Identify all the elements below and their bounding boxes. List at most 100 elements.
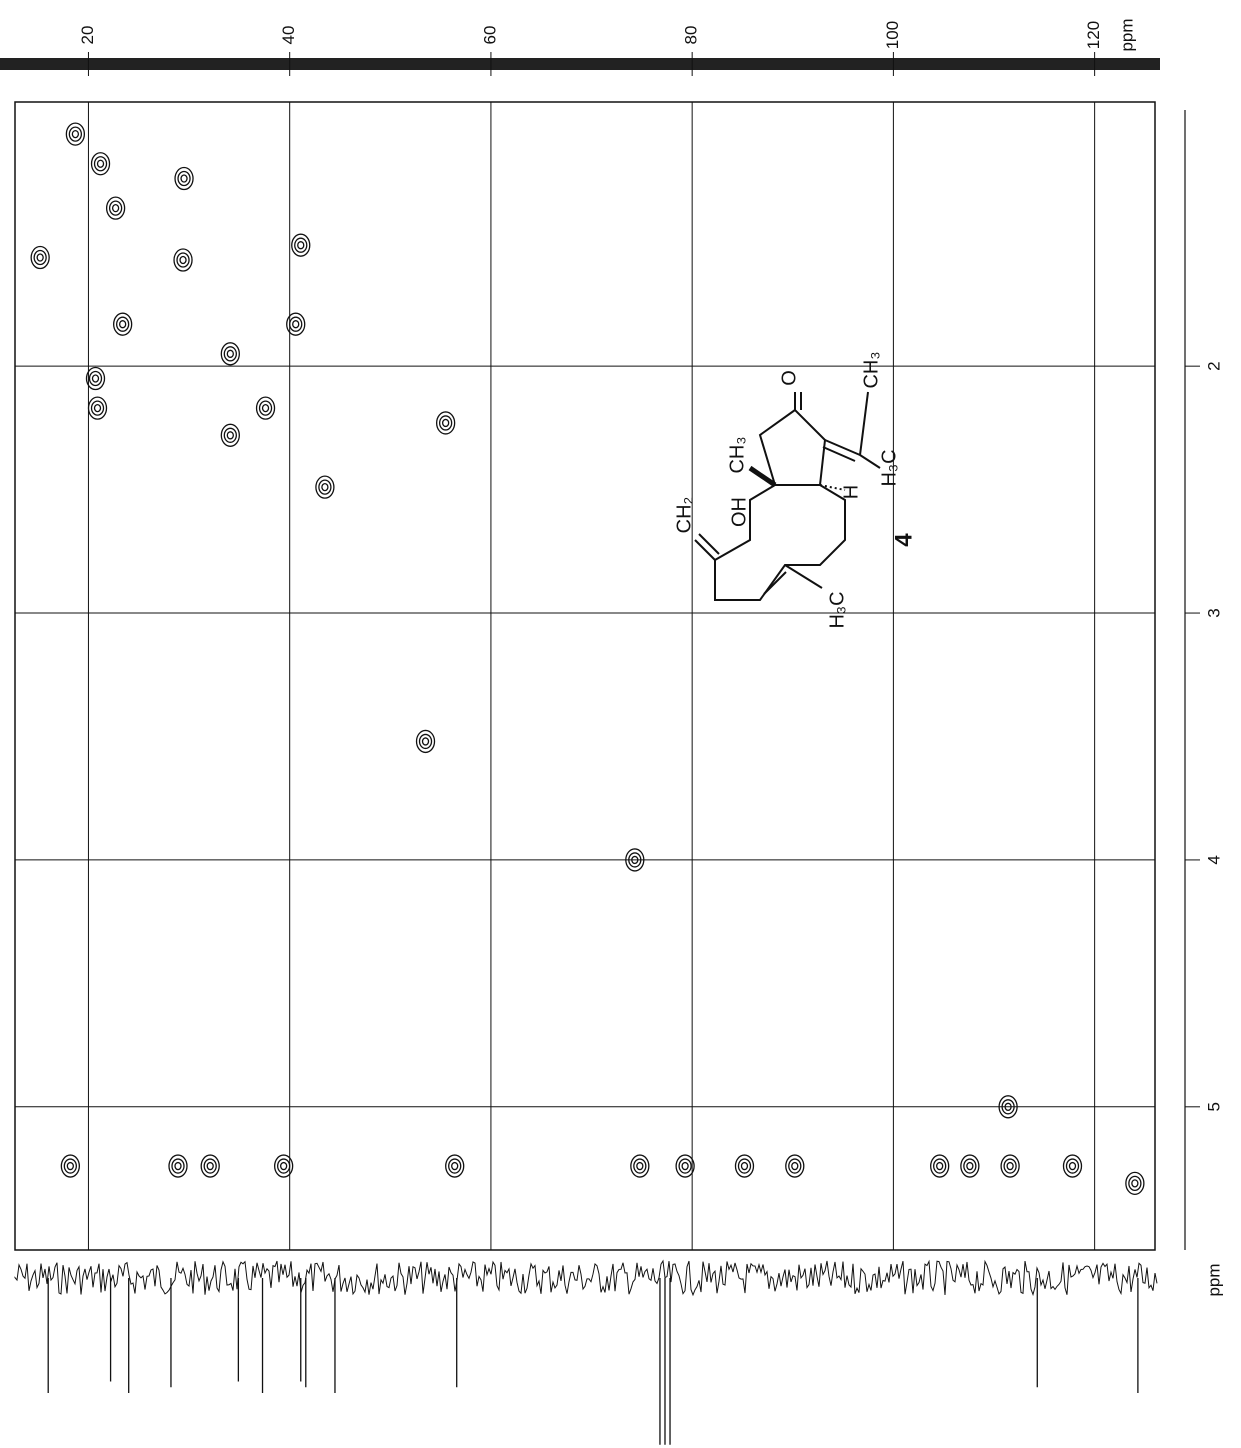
hash bbox=[819, 484, 846, 491]
contour-level bbox=[87, 396, 108, 420]
contour-level bbox=[960, 1154, 980, 1178]
structure-label: OH bbox=[728, 497, 750, 527]
contour-level bbox=[60, 1154, 80, 1178]
x-tick-label: 120 bbox=[1084, 21, 1103, 49]
peak bbox=[105, 196, 126, 220]
contour-level bbox=[85, 366, 106, 391]
contour-level bbox=[1003, 1158, 1017, 1174]
noise-baseline bbox=[14, 1259, 1158, 1297]
contour-level bbox=[966, 1161, 974, 1171]
contour-level bbox=[998, 1095, 1018, 1119]
contour-level bbox=[421, 737, 430, 746]
contour-level bbox=[297, 241, 305, 250]
contour-level bbox=[930, 1154, 950, 1178]
contour-level bbox=[168, 1154, 188, 1178]
contour-level bbox=[1128, 1175, 1142, 1191]
peak bbox=[273, 1154, 294, 1178]
y-tick-label: 4 bbox=[1204, 855, 1223, 864]
cyclopentanone bbox=[758, 408, 827, 486]
contour-level bbox=[1062, 1154, 1083, 1178]
peak bbox=[200, 1154, 220, 1178]
contour-level bbox=[206, 1161, 214, 1171]
structure-label: H₃C bbox=[826, 591, 848, 628]
contour-level bbox=[90, 400, 105, 416]
x-tick-label: 20 bbox=[78, 26, 97, 45]
x-tick-label: 80 bbox=[682, 26, 701, 45]
contour-level bbox=[105, 196, 126, 220]
peak bbox=[1125, 1171, 1145, 1195]
peak bbox=[625, 848, 645, 872]
contour-level bbox=[435, 411, 456, 435]
contour-level bbox=[438, 415, 453, 431]
contour-level bbox=[292, 320, 300, 329]
contour-level bbox=[633, 1158, 647, 1174]
x-axis-label: ppm bbox=[1117, 18, 1136, 51]
peak bbox=[113, 312, 133, 336]
contour-level bbox=[96, 159, 105, 168]
peak bbox=[168, 1154, 188, 1178]
x-tick-label: 60 bbox=[480, 26, 499, 45]
contour-level bbox=[315, 475, 335, 499]
contour-level bbox=[785, 1154, 805, 1178]
x-tick-label: 100 bbox=[883, 21, 902, 49]
y-axis-label: ppm bbox=[1204, 1263, 1223, 1296]
wedge bbox=[748, 465, 777, 488]
contour-level bbox=[93, 156, 108, 172]
contour-level bbox=[111, 204, 120, 213]
contour-level bbox=[441, 418, 450, 428]
contour-level bbox=[176, 252, 190, 268]
contour-level bbox=[30, 245, 50, 270]
contour-level bbox=[791, 1161, 799, 1171]
contour-level bbox=[258, 400, 273, 416]
contour-level bbox=[91, 374, 100, 383]
contour-level bbox=[119, 320, 127, 329]
contour-level bbox=[445, 1154, 465, 1178]
contour-level bbox=[734, 1154, 755, 1178]
structure-label: CH₂ bbox=[673, 497, 695, 534]
contour-level bbox=[180, 174, 188, 183]
peak bbox=[85, 366, 106, 391]
contour-level bbox=[179, 255, 187, 265]
contour-level bbox=[318, 479, 332, 495]
contour-level bbox=[68, 126, 83, 142]
x-tick-label: 40 bbox=[279, 26, 298, 45]
contour-level bbox=[108, 200, 123, 216]
contour-level bbox=[276, 1158, 291, 1174]
y-tick-label: 5 bbox=[1204, 1102, 1223, 1111]
peak bbox=[785, 1154, 805, 1178]
contour-level bbox=[279, 1161, 288, 1171]
contour-level bbox=[93, 403, 102, 413]
contour-level bbox=[1068, 1161, 1077, 1171]
ethylidene bbox=[822, 391, 881, 469]
peak bbox=[435, 411, 456, 435]
structure bbox=[694, 391, 881, 601]
contour-level bbox=[223, 427, 237, 443]
contour-level bbox=[630, 1154, 650, 1178]
contour-level bbox=[286, 312, 306, 336]
peak bbox=[90, 152, 111, 176]
peak bbox=[1000, 1154, 1020, 1178]
contour-level bbox=[66, 1161, 74, 1171]
contour-level bbox=[33, 249, 47, 266]
peak bbox=[734, 1154, 755, 1178]
structure-label: O bbox=[778, 370, 800, 386]
contour-level bbox=[63, 1158, 77, 1174]
contour-level bbox=[177, 170, 191, 187]
contour-level bbox=[226, 431, 234, 440]
contour-level bbox=[933, 1158, 947, 1174]
projection-band bbox=[0, 58, 1160, 70]
peak bbox=[220, 342, 240, 366]
compound-number: 4 bbox=[890, 533, 917, 547]
contour-level bbox=[678, 1158, 692, 1174]
peak bbox=[315, 475, 335, 499]
contour-level bbox=[220, 342, 240, 366]
contour-level bbox=[631, 855, 639, 865]
structure-label: H₃C bbox=[878, 449, 900, 486]
contour-level bbox=[788, 1158, 802, 1174]
contour-level bbox=[116, 316, 130, 332]
contour-level bbox=[1004, 1102, 1012, 1111]
contour-level bbox=[737, 1158, 752, 1174]
contour-level bbox=[415, 729, 436, 754]
plot-frame bbox=[14, 101, 1156, 1251]
